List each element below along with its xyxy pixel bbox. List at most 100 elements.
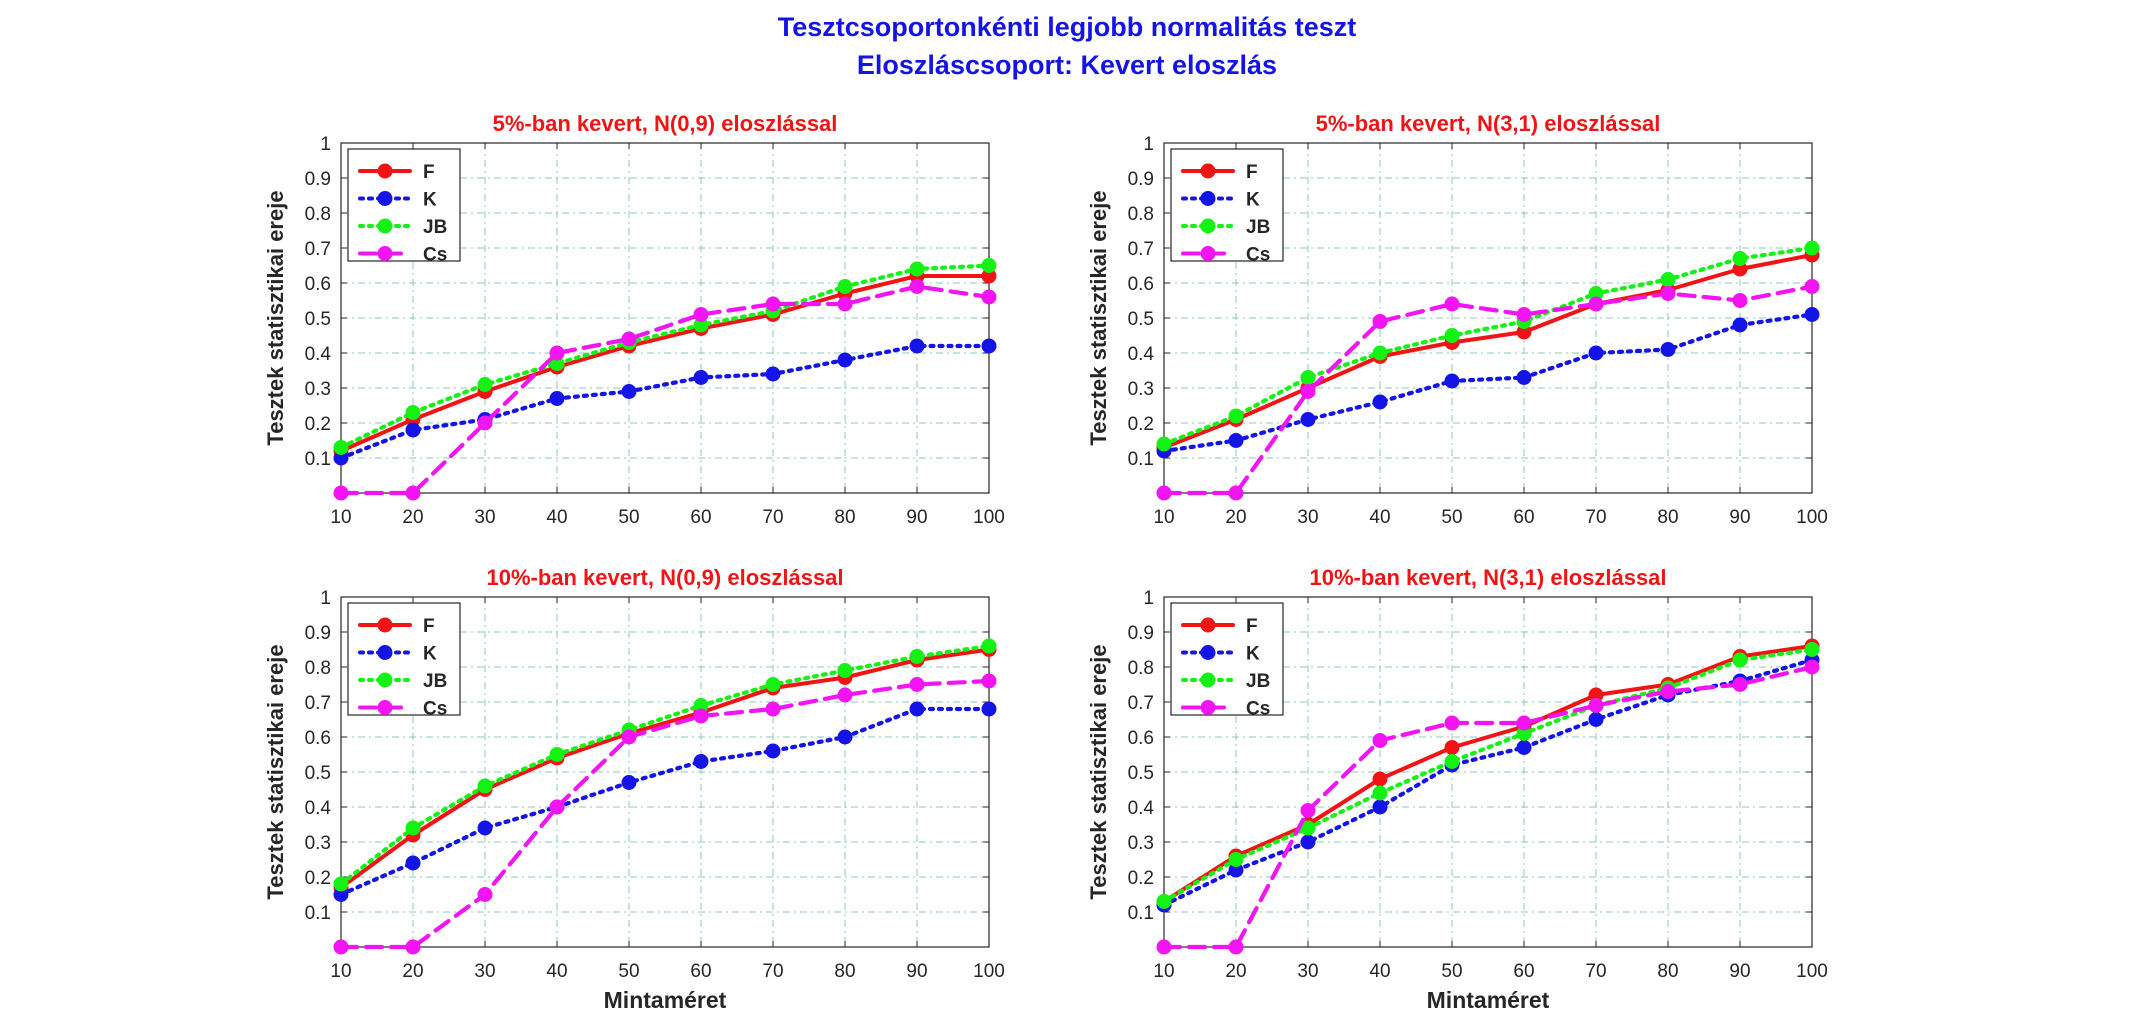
series-line-cs	[1161, 664, 1815, 950]
data-point-cs	[1372, 314, 1388, 329]
y-tick-label: 0.5	[305, 309, 331, 330]
data-point-k	[333, 887, 349, 902]
data-point-k	[405, 422, 421, 438]
data-point-k	[1516, 370, 1532, 385]
x-tick-label: 20	[1225, 961, 1246, 982]
data-point-cs	[621, 331, 637, 347]
data-point-jb	[1372, 785, 1388, 801]
y-tick-label: 0.4	[1128, 798, 1155, 819]
y-tick-label: 0.3	[305, 833, 331, 854]
data-point-k	[405, 855, 421, 871]
x-tick-label: 60	[690, 961, 711, 982]
data-point-cs	[837, 687, 853, 703]
data-point-jb	[1732, 652, 1748, 668]
data-point-f	[1732, 261, 1748, 277]
legend-marker-k	[1200, 645, 1216, 660]
data-point-cs	[1732, 677, 1748, 692]
data-point-k	[477, 820, 493, 836]
data-point-k	[333, 450, 349, 466]
series-line-f	[339, 647, 991, 890]
y-tick-label: 0.5	[305, 763, 331, 784]
data-point-jb	[405, 405, 421, 420]
legend-label-jb: JB	[423, 671, 447, 692]
data-point-jb	[765, 677, 781, 692]
x-tick-label: 50	[1441, 961, 1462, 982]
legend-marker-cs	[1200, 246, 1216, 261]
data-point-k	[1588, 712, 1604, 727]
data-point-cs	[909, 279, 925, 294]
legend-label-jb: JB	[1246, 217, 1270, 238]
data-point-cs	[1300, 384, 1316, 399]
series-line-f	[339, 274, 991, 453]
data-point-jb	[549, 747, 565, 762]
legend-label-jb: JB	[423, 217, 447, 238]
x-tick-label: 10	[1153, 507, 1174, 528]
y-tick-label: 0.8	[1128, 658, 1154, 679]
series-line-k	[338, 706, 992, 897]
data-point-jb	[405, 820, 421, 836]
legend-label-cs: Cs	[423, 699, 447, 720]
data-point-cs	[693, 708, 709, 724]
data-point-cs	[1516, 307, 1532, 322]
data-point-cs	[981, 673, 997, 689]
data-point-k	[981, 338, 997, 354]
data-point-cs	[1444, 715, 1460, 731]
data-point-cs	[1804, 279, 1820, 294]
data-point-cs	[549, 345, 565, 361]
data-point-cs	[1660, 684, 1676, 699]
x-tick-label: 40	[1369, 507, 1390, 528]
x-tick-label: 30	[474, 961, 495, 982]
data-point-jb	[1732, 251, 1748, 266]
x-tick-label: 100	[1796, 961, 1828, 982]
data-point-jb	[549, 356, 565, 371]
x-tick-label: 40	[546, 507, 567, 528]
data-point-k	[765, 366, 781, 382]
legend-label-k: K	[423, 644, 437, 665]
y-tick-label: 0.3	[1128, 379, 1154, 400]
data-point-k	[693, 370, 709, 385]
x-tick-label: 80	[1657, 961, 1678, 982]
subplot-title: 10%-ban kevert, N(3,1) eloszlással	[1309, 565, 1666, 590]
x-tick-label: 10	[330, 507, 351, 528]
data-point-cs	[765, 296, 781, 312]
legend-marker-f	[1200, 163, 1216, 179]
data-point-cs	[405, 939, 421, 955]
data-point-k	[1372, 799, 1388, 815]
x-tick-label: 30	[474, 507, 495, 528]
x-tick-label: 100	[1796, 507, 1828, 528]
data-point-cs	[1228, 939, 1244, 955]
legend-marker-jb	[377, 672, 393, 688]
x-tick-label: 70	[762, 507, 783, 528]
data-point-k	[621, 775, 637, 790]
y-tick-label: 1	[320, 588, 331, 609]
data-point-jb	[1804, 642, 1820, 657]
data-point-jb	[333, 876, 349, 892]
series-line-k	[338, 343, 992, 461]
x-tick-label: 100	[973, 961, 1005, 982]
data-point-jb	[981, 258, 997, 273]
data-point-jb	[1300, 820, 1316, 836]
subplot-1: 10 20 30 40 50 60 70 80 90 100 0.1 0.2 0.3 0.4 0.5 0.6 0…	[263, 111, 1005, 528]
x-tick-label: 10	[1153, 961, 1174, 982]
legend-label-f: F	[423, 162, 435, 183]
data-point-jb	[1804, 240, 1820, 256]
data-point-jb	[1444, 754, 1460, 769]
data-point-cs	[1372, 733, 1388, 748]
data-point-cs	[1588, 296, 1604, 312]
legend-marker-k	[377, 191, 393, 206]
y-tick-label: 0.7	[305, 693, 331, 714]
legend-label-k: K	[1246, 190, 1260, 211]
data-point-k	[1588, 345, 1604, 361]
legend-marker-jb	[377, 218, 393, 234]
data-point-cs	[765, 701, 781, 717]
data-point-k	[837, 729, 853, 745]
data-point-cs	[1300, 803, 1316, 818]
y-tick-label: 0.1	[1128, 449, 1154, 470]
data-point-jb	[693, 317, 709, 333]
y-tick-label: 1	[1143, 134, 1154, 155]
x-tick-label: 90	[906, 507, 927, 528]
x-axis-label: Mintaméret	[1427, 987, 1550, 1013]
x-tick-label: 20	[1225, 507, 1246, 528]
legend-box	[1170, 148, 1284, 262]
data-point-f	[1516, 324, 1532, 340]
